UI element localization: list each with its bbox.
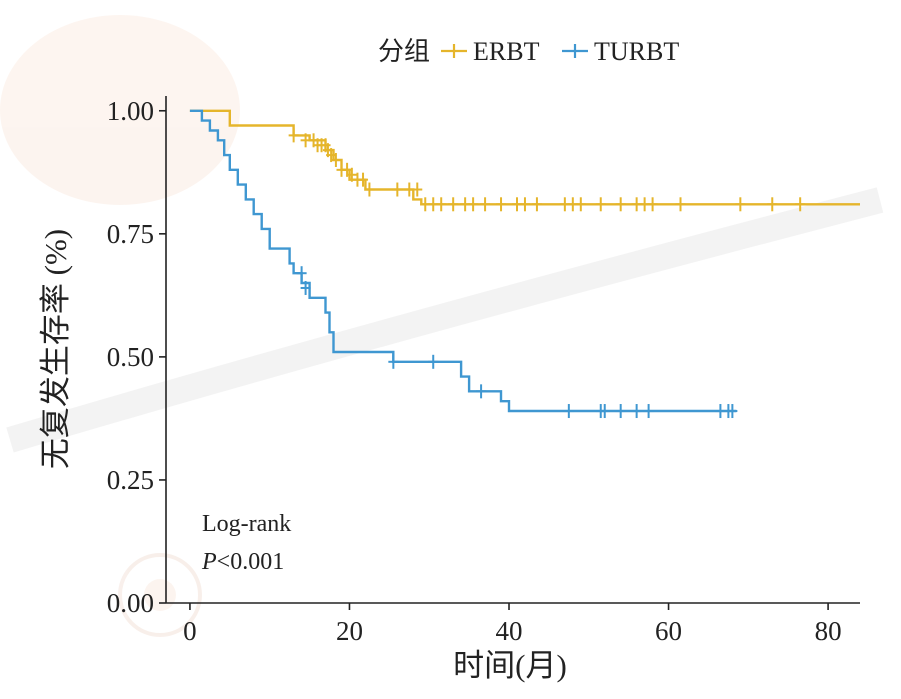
seal-mark: [118, 553, 202, 637]
legend-item-erbt: ERBT: [441, 37, 540, 66]
legend-item-turbt: TURBT: [562, 37, 679, 66]
series-layer: [189, 109, 860, 419]
logrank-annotation: Log-rank P<0.001: [201, 511, 291, 575]
x-tick-label: 0: [183, 616, 197, 646]
x-axis-ticks: 0 20 40 60 80: [183, 603, 842, 646]
legend-erbt-label: ERBT: [473, 37, 540, 66]
y-tick-label: 0.50: [107, 342, 154, 372]
legend: 分组 ERBT TURBT: [378, 37, 679, 66]
series-turbt: [189, 109, 738, 419]
p-value: <0.001: [217, 549, 285, 575]
x-tick-label: 20: [336, 616, 363, 646]
y-tick-label: 1.00: [107, 96, 154, 126]
y-axis-title: 无复发生存率 (%): [38, 229, 73, 469]
watermark-arc: [6, 187, 884, 453]
watermark: [0, 15, 884, 637]
y-axis-ticks: 0.00 0.25 0.50 0.75 1.00: [107, 96, 166, 618]
x-tick-label: 80: [815, 616, 842, 646]
x-tick-label: 60: [655, 616, 682, 646]
annotation-logrank: Log-rank: [202, 511, 291, 537]
km-curve-turbt: [189, 109, 737, 413]
legend-title: 分组: [378, 37, 430, 66]
legend-turbt-label: TURBT: [594, 37, 679, 66]
watermark-blob: [0, 15, 240, 205]
km-curve-erbt: [189, 109, 860, 206]
x-axis-title: 时间(月): [453, 648, 567, 683]
y-tick-label: 0.75: [107, 219, 154, 249]
annotation-pvalue: P<0.001: [201, 549, 284, 575]
y-tick-label: 0.25: [107, 465, 154, 495]
series-erbt: [189, 109, 860, 212]
y-tick-label: 0.00: [107, 588, 154, 618]
p-label: P: [201, 549, 217, 575]
x-tick-label: 40: [496, 616, 523, 646]
